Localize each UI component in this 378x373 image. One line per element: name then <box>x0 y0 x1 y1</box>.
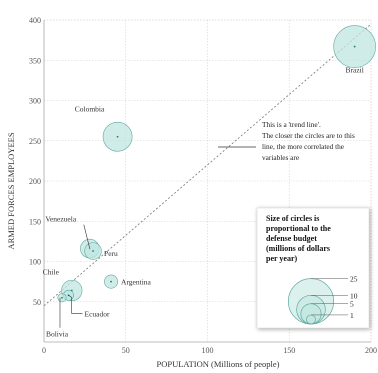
legend-title-line: defense budget <box>266 234 317 243</box>
y-tick-label: 100 <box>29 258 41 267</box>
x-tick-label: 200 <box>365 346 377 355</box>
legend-title-line: (millions of dollars <box>266 244 330 253</box>
annotation-line: The closer the circles are to this <box>262 131 355 140</box>
axis-ticks: 0 50 100 150 200 50 100 150 200 250 300 350 400 <box>29 16 377 355</box>
annotation-line: variables are <box>262 153 299 162</box>
y-axis-title: ARMED FORCES EMPLOYEES <box>6 132 16 249</box>
leader-line <box>83 224 91 249</box>
bubble-center-dot <box>116 135 119 138</box>
country-label: Colombia <box>75 105 105 114</box>
bubble-center-dot <box>110 280 112 283</box>
country-label: Peru <box>104 249 118 258</box>
bubble-center-dot <box>353 45 356 48</box>
country-label: Brazil <box>345 66 363 75</box>
x-tick-label: 100 <box>202 346 214 355</box>
x-tick-label: 150 <box>283 346 295 355</box>
legend-circles: 25 105 1 <box>287 275 358 325</box>
y-tick-label: 50 <box>33 298 41 307</box>
annotation-line: This is a 'trend line'. <box>262 120 321 129</box>
legend-value-label: 10 <box>350 291 358 300</box>
bubbles: Brazil Colombia Venezuela Peru Argentina Chil… <box>43 25 376 339</box>
x-tick-label: 50 <box>122 346 130 355</box>
y-tick-label: 300 <box>29 97 41 106</box>
annotation-line: line, the more correlated the <box>262 142 344 151</box>
legend-circle <box>306 314 316 325</box>
legend-value-label: 25 <box>350 275 358 284</box>
y-tick-label: 250 <box>29 137 41 146</box>
legend-value-label: 5 <box>350 300 354 309</box>
x-axis-title: POPULATION (Millions of people) <box>156 359 279 369</box>
legend-title-line: Size of circles is <box>266 214 319 223</box>
size-legend: Size of circles is proportional to the d… <box>256 207 370 329</box>
y-tick-label: 150 <box>29 217 41 226</box>
legend-title-line: proportional to the <box>266 224 331 233</box>
y-tick-label: 200 <box>29 177 41 186</box>
y-tick-label: 400 <box>29 16 41 25</box>
country-label: Chile <box>43 267 60 276</box>
leader-line <box>68 295 83 314</box>
x-tick-label: 0 <box>42 346 46 355</box>
legend-title-line: per year) <box>266 254 298 263</box>
country-label: Ecuador <box>85 309 110 318</box>
trend-annotation: This is a 'trend line'. The closer the c… <box>218 120 355 162</box>
legend-value-label: 1 <box>350 311 354 320</box>
bubble-center-dot <box>61 296 63 299</box>
bubble-center-dot <box>92 250 94 252</box>
y-tick-label: 350 <box>29 56 41 65</box>
country-label: Bolivia <box>46 330 69 339</box>
country-label: Argentina <box>121 278 152 287</box>
country-label: Venezuela <box>45 215 76 224</box>
